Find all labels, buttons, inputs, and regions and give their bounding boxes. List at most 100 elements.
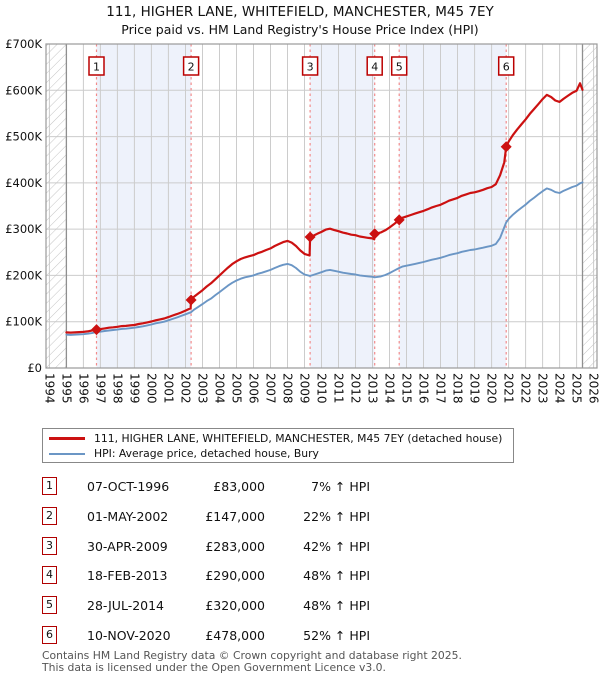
sale-marker-label: 4 <box>371 61 378 74</box>
page-title: 111, HIGHER LANE, WHITEFIELD, MANCHESTER… <box>106 4 494 20</box>
legend-item: HPI: Average price, detached house, Bury <box>49 446 513 461</box>
gridlines <box>46 43 597 369</box>
ownership-bands <box>96 44 507 368</box>
x-axis-tick-label: 2012 <box>349 373 363 404</box>
row-date: 30-APR-2009 <box>87 538 168 554</box>
table-row: 1 07-OCT-1996 £83,000 7% ↑ HPI <box>42 477 382 497</box>
legend-item-label: HPI: Average price, detached house, Bury <box>94 447 319 460</box>
y-axis-tick-label: £500K <box>5 130 42 144</box>
x-axis-tick-label: 1999 <box>127 373 141 404</box>
x-axis-tick-label: 2000 <box>144 373 158 404</box>
footer: Contains HM Land Registry data © Crown c… <box>42 650 462 673</box>
no-data-hatch <box>46 44 67 368</box>
no-data-hatching <box>46 44 597 368</box>
y-axis-tick-label: £300K <box>5 222 42 236</box>
row-price: £290,000 <box>205 568 265 584</box>
hpi-series-line <box>65 181 584 336</box>
row-date: 01-MAY-2002 <box>87 508 169 524</box>
sale-date-lines <box>95 44 507 368</box>
x-axis-tick-label: 2005 <box>230 373 244 404</box>
sale-table: 1 07-OCT-1996 £83,000 7% ↑ HPI 2 01-MAY-2002 £… <box>42 477 382 649</box>
x-axis-tick-label: 2010 <box>315 373 329 404</box>
x-axis-tick-labels: 1994 1995 1996 1997 1998 1999 2000 2001 2002 2003… <box>42 373 600 404</box>
y-axis-tick-labels: £0 £100K £200K £300K £400K £500K £600K £700K <box>5 37 42 375</box>
row-hpi-delta: 48% ↑ HPI <box>303 568 370 584</box>
x-axis-tick-label: 2002 <box>179 373 193 404</box>
row-price: £147,000 <box>205 508 265 524</box>
table-row: 5 28-JUL-2014 £320,000 48% ↑ HPI <box>42 596 382 616</box>
x-axis-tick-label: 2021 <box>502 373 516 404</box>
x-axis-tick-label: 2015 <box>400 373 414 404</box>
x-axis-tick-label: 2022 <box>519 373 533 404</box>
x-axis-tick-label: 1997 <box>93 373 107 404</box>
y-axis-tick-label: £600K <box>5 83 42 97</box>
x-axis-tick-label: 2017 <box>434 373 448 404</box>
sale-marker <box>185 294 197 306</box>
x-axis-tick-label: 1994 <box>42 373 56 404</box>
row-hpi-delta: 42% ↑ HPI <box>303 538 370 554</box>
sale-marker <box>393 214 405 226</box>
y-axis-tick-label: £0 <box>27 361 42 375</box>
sale-marker <box>369 228 381 240</box>
plot-border <box>45 43 598 369</box>
x-axis-tick-label: 2014 <box>383 373 397 404</box>
table-row: 4 18-FEB-2013 £290,000 48% ↑ HPI <box>42 566 382 586</box>
footer-line-1: Contains HM Land Registry data © Crown c… <box>42 649 462 662</box>
y-axis-tick-label: £100K <box>5 315 42 329</box>
row-hpi-delta: 52% ↑ HPI <box>303 628 370 643</box>
row-date: 07-OCT-1996 <box>87 479 170 494</box>
x-axis-tick-label: 2019 <box>468 373 482 404</box>
row-number-box: 6 <box>42 626 57 644</box>
sale-marker <box>500 141 512 153</box>
sale-marker <box>304 231 316 243</box>
x-axis-tick-label: 2007 <box>264 373 278 404</box>
sale-marker-label-box <box>88 56 105 76</box>
row-hpi-delta: 22% ↑ HPI <box>303 508 370 524</box>
x-axis-tick-label: 2006 <box>247 373 261 404</box>
x-axis-tick-label: 2003 <box>196 373 210 404</box>
y-axis-tick-label: £400K <box>5 176 42 190</box>
row-number-box: 5 <box>42 596 57 615</box>
sale-marker-label: 3 <box>307 61 314 74</box>
page-subtitle: Price paid vs. HM Land Registry's House … <box>121 22 479 37</box>
ownership-band <box>399 44 507 368</box>
x-axis-tick-label: 2023 <box>536 373 550 404</box>
x-axis-tick-label: 2026 <box>587 373 600 404</box>
row-date: 18-FEB-2013 <box>87 568 168 584</box>
sale-marker-label-box <box>182 56 200 76</box>
sale-marker-label-box <box>366 56 383 76</box>
table-row: 2 01-MAY-2002 £147,000 22% ↑ HPI <box>42 506 382 527</box>
row-hpi-delta: 48% ↑ HPI <box>303 598 370 614</box>
row-number-box: 2 <box>42 506 57 525</box>
x-axis-tick-label: 2024 <box>553 373 567 404</box>
table-row: 3 30-APR-2009 £283,000 42% ↑ HPI <box>42 536 382 557</box>
x-axis-tick-label: 2018 <box>451 373 465 404</box>
sale-marker-label: 2 <box>188 61 195 74</box>
price-chart: 1 2 3 4 5 6 £0 £100K £200K £300K £400K £500K £600K £7… <box>5 37 600 404</box>
row-number-box: 4 <box>42 566 57 585</box>
row-price: £283,000 <box>205 538 265 554</box>
x-axis-tick-label: 2016 <box>417 373 431 404</box>
x-axis-tick-label: 2001 <box>161 373 175 404</box>
legend: 111, HIGHER LANE, WHITEFIELD, MANCHESTER… <box>42 428 514 463</box>
row-price: £320,000 <box>205 598 265 614</box>
x-axis-tick-label: 2013 <box>366 373 380 404</box>
x-axis-tick-label: 1996 <box>76 373 90 404</box>
x-axis-tick-label: 2011 <box>332 373 346 404</box>
sale-marker-label-box <box>301 56 319 76</box>
x-axis-tick-label: 1998 <box>110 373 124 404</box>
row-date: 28-JUL-2014 <box>87 598 165 614</box>
sale-marker-label: 5 <box>396 61 403 74</box>
table-row: 6 10-NOV-2020 £478,000 52% ↑ HPI <box>42 626 382 646</box>
row-number-box: 3 <box>42 536 57 555</box>
legend-line-swatch <box>49 437 85 440</box>
x-axis-tick-label: 2004 <box>213 373 227 404</box>
sale-marker-label-box <box>390 56 408 76</box>
x-axis-tick-label: 2008 <box>281 373 295 404</box>
row-hpi-delta: 7% ↑ HPI <box>311 479 370 494</box>
x-axis-tick-label: 2020 <box>485 373 499 404</box>
x-axis-tick-label: 2009 <box>298 373 312 404</box>
legend-item-label: 111, HIGHER LANE, WHITEFIELD, MANCHESTER… <box>94 432 503 445</box>
ownership-band <box>310 44 375 368</box>
